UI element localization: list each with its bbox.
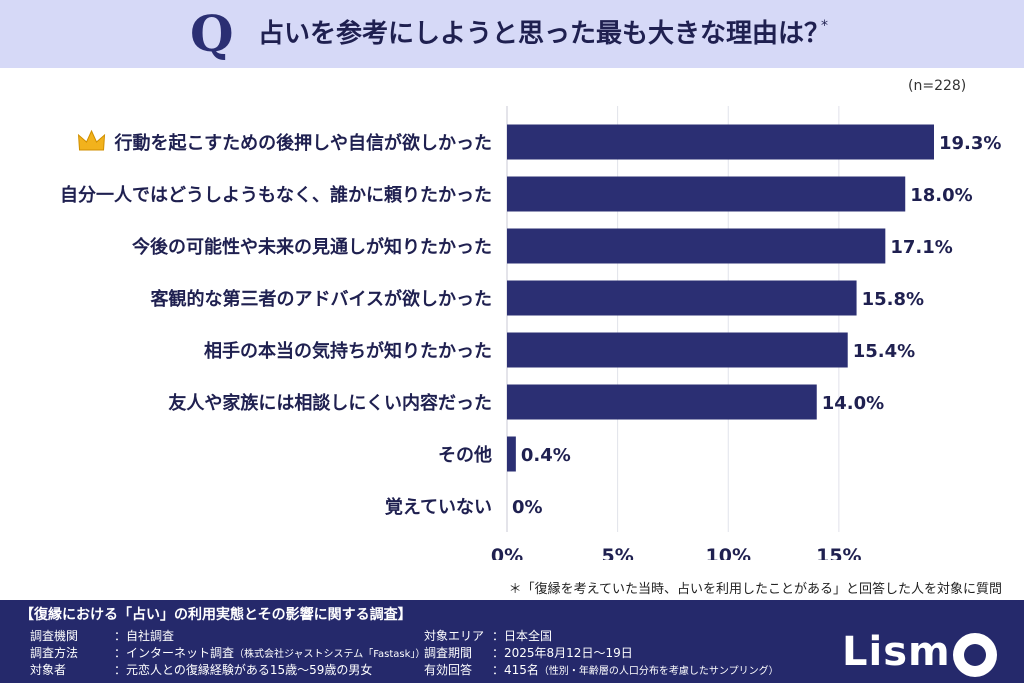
bar bbox=[507, 384, 817, 420]
category-label: 客観的な第三者のアドバイスが欲しかった bbox=[151, 288, 492, 310]
category-label: 相手の本当の気持ちが知りたかった bbox=[204, 340, 492, 362]
value-label: 15.4% bbox=[853, 341, 915, 362]
crown-icon bbox=[77, 129, 106, 151]
footer-row: 調査方法 ：インターネット調査（株式会社ジャストシステム「Fastask」） bbox=[30, 644, 425, 661]
bar bbox=[507, 124, 934, 160]
footer-colon: ： bbox=[114, 663, 127, 677]
value-label: 18.0% bbox=[910, 185, 972, 206]
footer-row: 対象者 ：元恋人との復縁経験がある15歳～59歳の男女 bbox=[30, 661, 372, 678]
footer-colon: ： bbox=[114, 646, 127, 660]
logo-mascot-icon bbox=[953, 633, 997, 677]
footer-row: 調査機関 ：自社調査 bbox=[30, 627, 174, 644]
footer-value-note: （株式会社ジャストシステム「Fastask」） bbox=[234, 649, 426, 660]
bar bbox=[507, 436, 516, 472]
footer-value: 元恋人との復縁経験がある15歳～59歳の男女 bbox=[126, 663, 373, 677]
value-label: 14.0% bbox=[822, 393, 884, 414]
bar bbox=[507, 176, 906, 212]
footer-colon: ： bbox=[492, 629, 505, 643]
footer-label: 対象エリア bbox=[424, 629, 485, 643]
footer-label: 調査方法 bbox=[30, 646, 79, 660]
footer-colon: ： bbox=[492, 646, 505, 660]
bar bbox=[507, 280, 857, 316]
value-label: 0.4% bbox=[521, 445, 571, 466]
footer-value: 415名 bbox=[504, 663, 539, 677]
sample-size: (n=228) bbox=[908, 78, 967, 94]
category-label: 行動を起こすための後押しや自信が欲しかった bbox=[114, 132, 492, 154]
footer-row: 対象エリア ：日本全国 bbox=[424, 627, 552, 644]
footer-label: 有効回答 bbox=[424, 663, 473, 677]
footer-label: 調査機関 bbox=[30, 629, 79, 643]
bar bbox=[507, 332, 848, 368]
x-tick-label: 10% bbox=[706, 545, 751, 560]
x-tick-label: 0% bbox=[491, 545, 523, 560]
lismo-logo: Lism bbox=[842, 629, 951, 675]
footer-value: インターネット調査 bbox=[126, 646, 235, 660]
category-label: 覚えていない bbox=[385, 496, 492, 518]
footer-row: 調査期間 ：2025年8月12日～19日 bbox=[424, 644, 633, 661]
footnote: ＊「復縁を考えていた当時、占いを利用したことがある」と回答した人を対象に質問 bbox=[508, 582, 1002, 597]
category-label: 友人や家族には相談しにくい内容だった bbox=[168, 392, 492, 414]
header-band: Q 占いを参考にしようと思った最も大きな理由は？ * bbox=[0, 0, 1024, 68]
x-tick-label: 5% bbox=[601, 545, 633, 560]
value-label: 17.1% bbox=[890, 237, 952, 258]
bar-chart: 0% 5% 10% 15% 行動を起こすための後押しや自信が欲しかった 19.3% 自分一人… bbox=[60, 106, 1001, 560]
footer-title: 【復縁における「占い」の利用実態とその影響に関する調査】 bbox=[20, 607, 412, 623]
x-tick-label: 15% bbox=[816, 545, 861, 560]
survey-footer: 【復縁における「占い」の利用実態とその影響に関する調査】 調査機関 ：自社調査 調… bbox=[0, 600, 1024, 683]
page-title: 占いを参考にしようと思った最も大きな理由は？ bbox=[258, 19, 831, 49]
footer-label: 調査期間 bbox=[424, 646, 473, 660]
value-label: 15.8% bbox=[862, 289, 924, 310]
footer-value: 2025年8月12日～19日 bbox=[504, 646, 633, 660]
category-label: 今後の可能性や未来の見通しが知りたかった bbox=[132, 236, 492, 258]
footer-row: 有効回答 ：415名（性別・年齢層の人口分布を考慮したサンプリング） bbox=[424, 661, 779, 678]
category-label: 自分一人ではどうしようもなく、誰かに頼りたかった bbox=[60, 184, 492, 206]
footer-colon: ： bbox=[492, 663, 505, 677]
bar bbox=[507, 228, 886, 264]
footer-value-note: （性別・年齢層の人口分布を考慮したサンプリング） bbox=[538, 666, 779, 677]
footer-colon: ： bbox=[114, 629, 127, 643]
value-label: 0% bbox=[512, 497, 543, 518]
q-mark: Q bbox=[190, 4, 234, 63]
category-label: その他 bbox=[438, 444, 492, 466]
value-label: 19.3% bbox=[939, 133, 1001, 154]
footer-label: 対象者 bbox=[30, 663, 67, 677]
footer-value: 自社調査 bbox=[126, 629, 175, 643]
title-asterisk: * bbox=[821, 18, 828, 34]
footer-value: 日本全国 bbox=[504, 629, 553, 643]
